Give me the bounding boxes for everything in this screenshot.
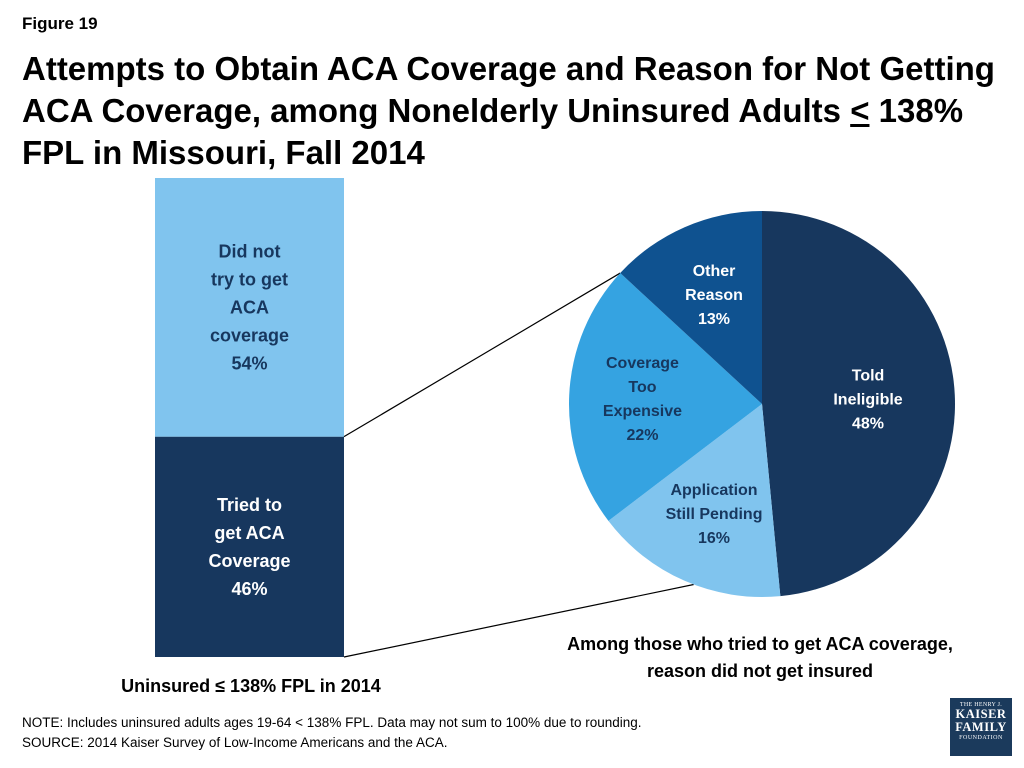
- pie-label-coverage-too-expensive-line: Coverage: [606, 355, 679, 372]
- pie-label-told-ineligible-line: 48%: [852, 416, 884, 433]
- pie-slice-application-still-pending: [608, 404, 781, 597]
- connector-line-top: [343, 272, 621, 438]
- footnote: NOTE: Includes uninsured adults ages 19-…: [22, 713, 642, 753]
- pie-label-other-reason-line: Other: [693, 263, 736, 280]
- connector-lines: [343, 272, 694, 658]
- bar-segment-1: [155, 178, 344, 437]
- bar-segment-label-0-line: 46%: [231, 579, 267, 599]
- title-part-2: 138% FPL in Missouri, Fall 2014: [22, 92, 964, 171]
- source-line: SOURCE: 2014 Kaiser Survey of Low-Income…: [22, 735, 448, 750]
- bar-segment-label-0-line: get ACA: [214, 523, 284, 543]
- pie-label-application-still-pending-line: 16%: [698, 530, 730, 547]
- pie-label-told-ineligible: Told Ineligible 48%: [833, 368, 902, 433]
- pie-label-coverage-too-expensive: Coverage Too Expensive 22%: [603, 355, 682, 444]
- connector-line-bottom: [343, 583, 694, 658]
- pie-label-other-reason-line: Reason: [685, 287, 743, 304]
- bar-segment-label-0-line: Tried to: [217, 495, 282, 515]
- bar-axis-label: Uninsured ≤ 138% FPL in 2014: [121, 676, 381, 696]
- pie-label-application-still-pending-line: Still Pending: [666, 506, 763, 523]
- logo-line-4: FOUNDATION: [959, 735, 1003, 741]
- pie-label-told-ineligible-line: Ineligible: [833, 392, 902, 409]
- bar-segment-0: [155, 436, 344, 657]
- pie-slice-other-reason: [620, 211, 762, 404]
- bar-segment-label-1: Did not try to get ACA coverage 54%: [210, 242, 289, 374]
- bar-segment-label-1-line: coverage: [210, 326, 289, 346]
- bar-segment-label-1-line: 54%: [231, 354, 267, 374]
- pie-label-other-reason: Other Reason 13%: [685, 263, 743, 328]
- bar-segment-label-1-line: Did not: [219, 242, 281, 262]
- pie-slice-coverage-too-expensive: [568, 273, 762, 521]
- logo-line-3: FAMILY: [955, 720, 1007, 734]
- stacked-bar: Tried to get ACA Coverage 46% Did not try to …: [155, 178, 344, 657]
- pie-label-coverage-too-expensive-line: Too: [628, 379, 656, 396]
- logo-line-2: KAISER: [955, 707, 1007, 721]
- note-line: NOTE: Includes uninsured adults ages 19-…: [22, 715, 642, 730]
- pie-label-application-still-pending: Application Still Pending 16%: [666, 482, 763, 547]
- pie-label-told-ineligible-line: Told: [852, 368, 885, 385]
- bar-segment-label-1-line: ACA: [230, 298, 269, 318]
- bar-segment-label-0-line: Coverage: [208, 551, 290, 571]
- logo-line-1: THE HENRY J.: [959, 702, 1003, 708]
- pie-label-other-reason-line: 13%: [698, 311, 730, 328]
- pie-label-coverage-too-expensive-line: Expensive: [603, 403, 682, 420]
- kaiser-logo: THE HENRY J. KAISER FAMILY FOUNDATION: [950, 698, 1012, 756]
- pie-slice-told-ineligible: [762, 210, 956, 597]
- chart-title: Attempts to Obtain ACA Coverage and Reas…: [22, 48, 1012, 174]
- pie-caption: Among those who tried to get ACA coverag…: [567, 634, 953, 681]
- pie-label-coverage-too-expensive-line: 22%: [626, 427, 658, 444]
- title-part-1: Attempts to Obtain ACA Coverage and Reas…: [22, 50, 995, 129]
- pie-chart: Told Ineligible 48% Application Still Pendin…: [568, 210, 956, 597]
- figure-label: Figure 19: [22, 14, 98, 33]
- pie-label-application-still-pending-line: Application: [670, 482, 757, 499]
- title-underlined-symbol: <: [850, 92, 870, 129]
- bar-segment-label-0: Tried to get ACA Coverage 46%: [208, 495, 290, 599]
- bar-segment-label-1-line: try to get: [211, 270, 288, 290]
